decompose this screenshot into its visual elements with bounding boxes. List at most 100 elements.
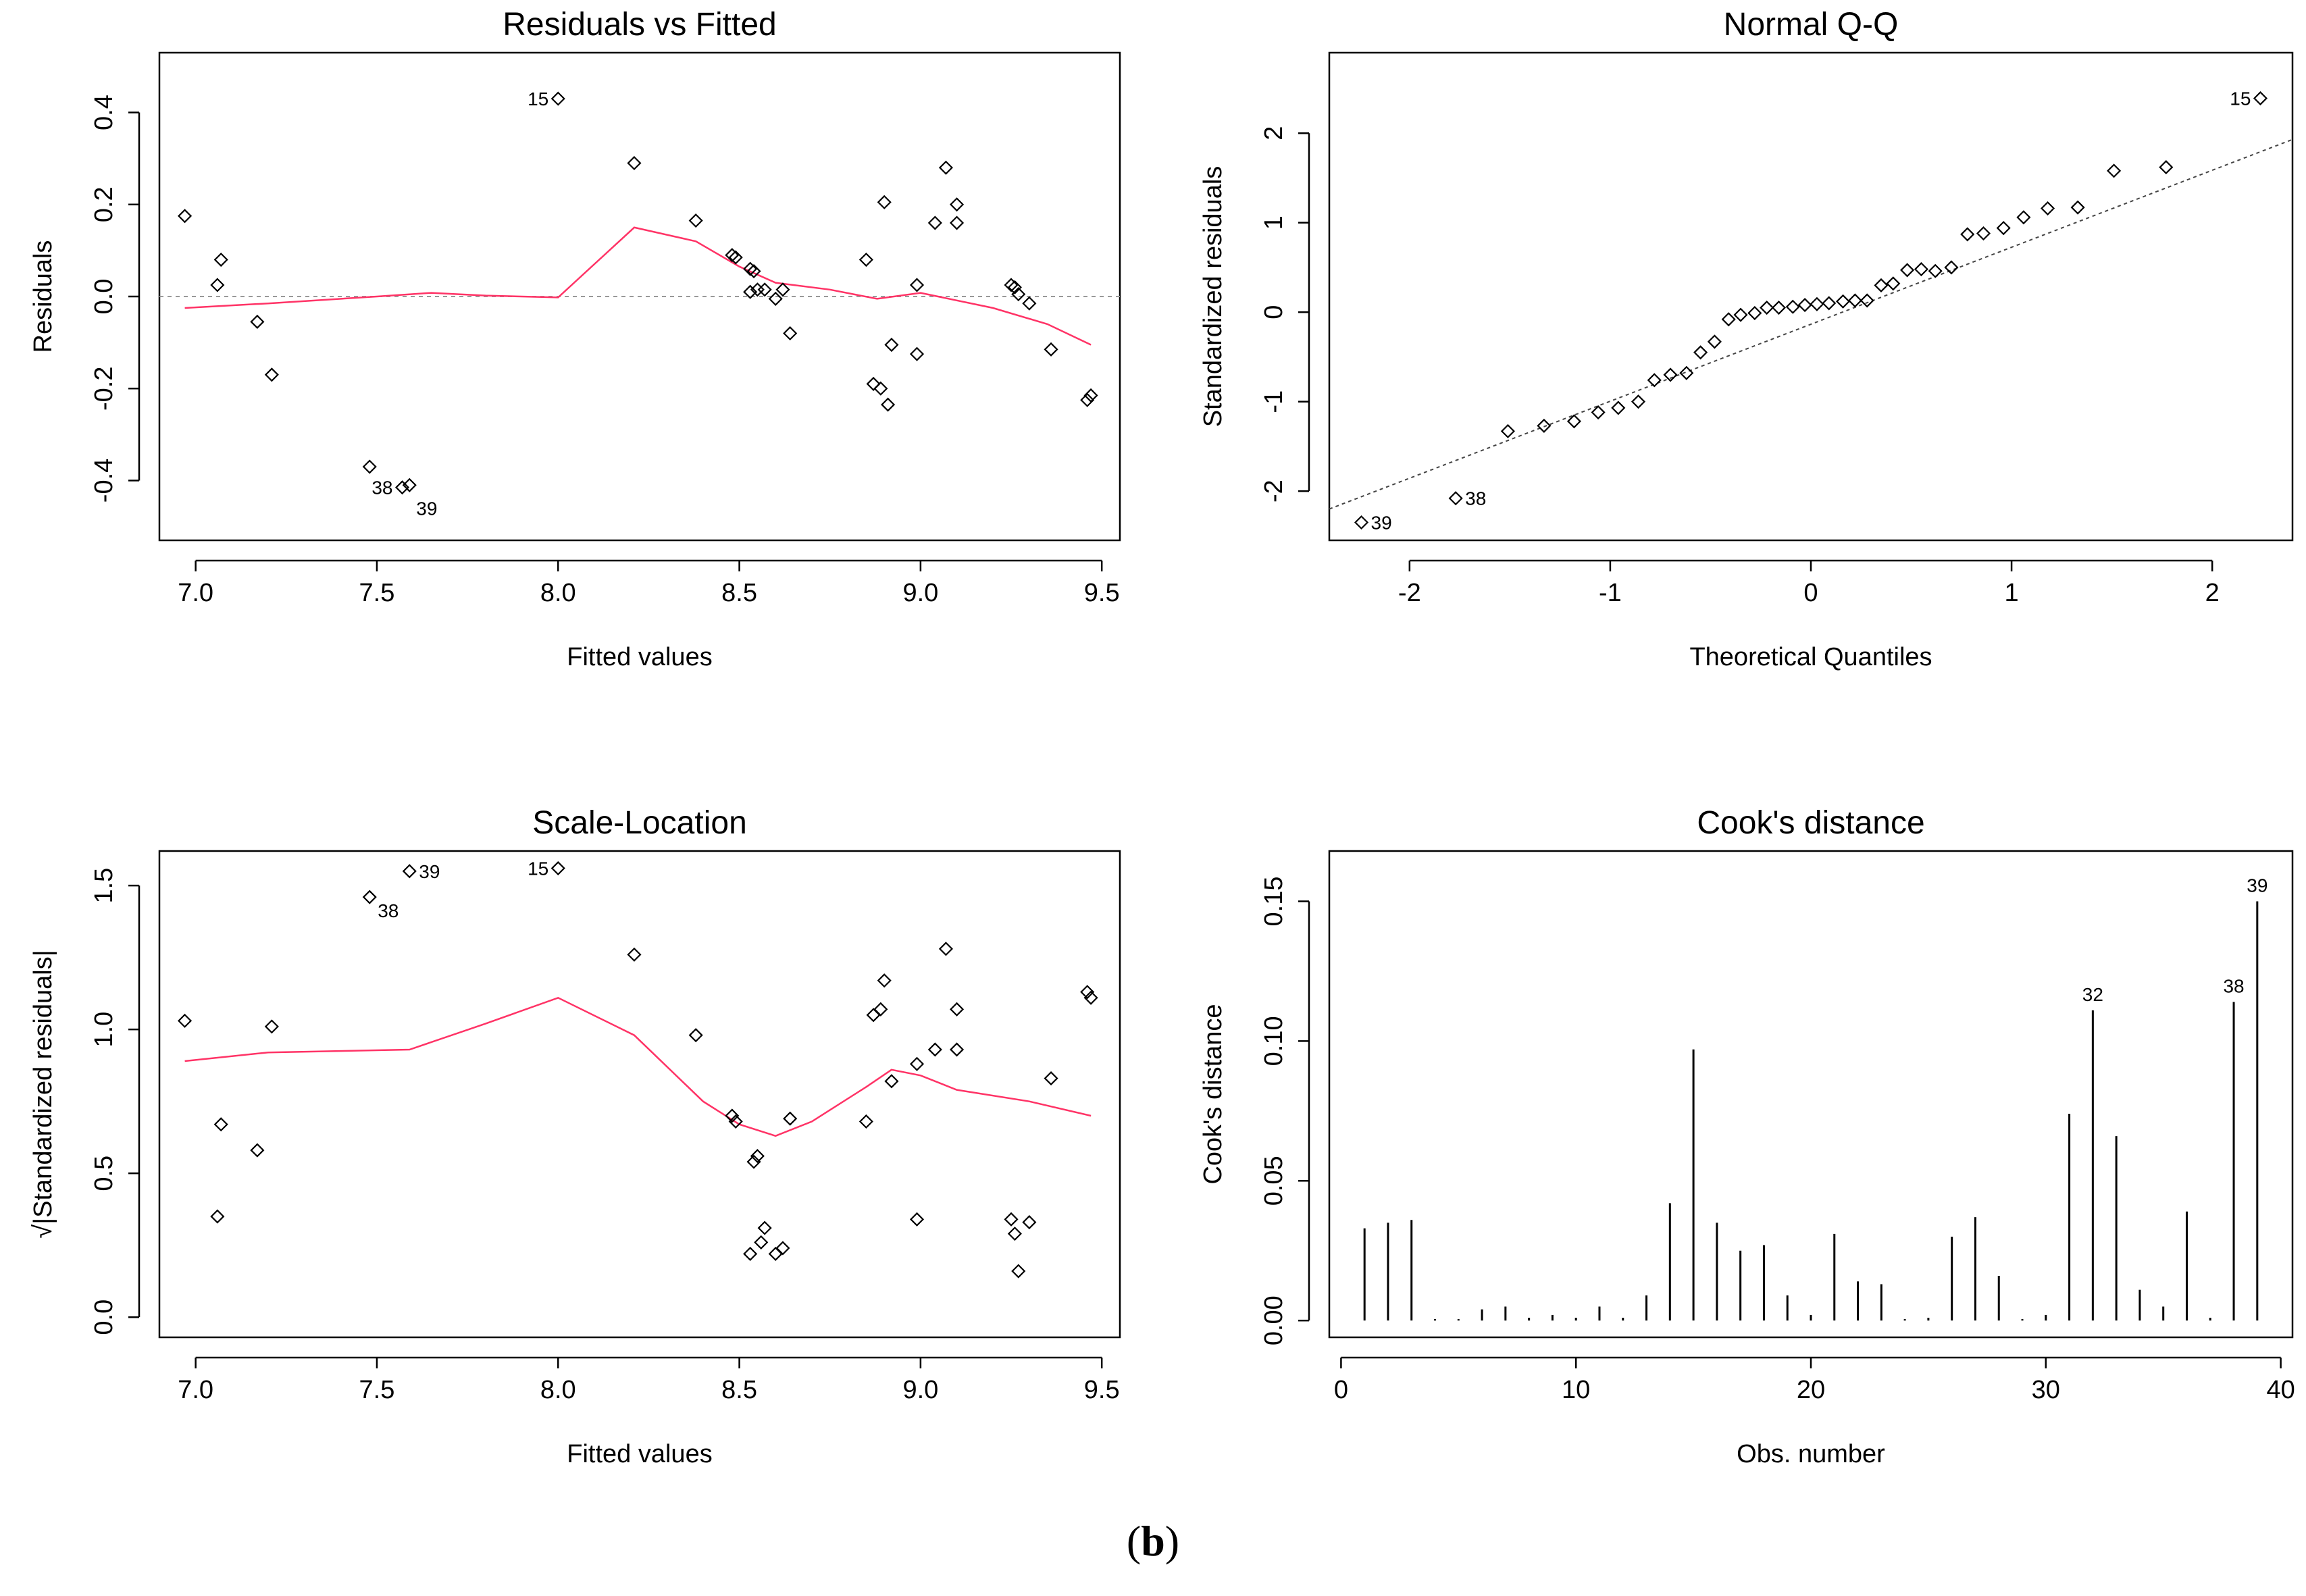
data-point <box>1693 345 1708 360</box>
point-label: 38 <box>2223 975 2244 996</box>
data-point <box>754 1235 769 1250</box>
data-point <box>783 1111 798 1126</box>
data-point <box>909 1056 925 1071</box>
data-point <box>1760 301 1774 315</box>
data-point <box>2107 163 2122 178</box>
data-point <box>746 263 761 279</box>
x-tick-label: 8.0 <box>540 1376 576 1404</box>
y-axis-label: √|Standardized residuals| <box>29 950 57 1238</box>
x-tick-label: 2 <box>2205 579 2220 607</box>
y-axis-label: Residuals <box>29 240 57 353</box>
data-point <box>866 376 881 391</box>
x-tick-label: 7.0 <box>178 579 213 607</box>
data-point <box>1083 990 1098 1005</box>
x-tick-label: 9.5 <box>1084 579 1120 607</box>
data-point <box>1631 394 1646 409</box>
data-point <box>1537 418 1552 433</box>
data-point <box>1448 491 1463 506</box>
normal-qq-panel: Normal Q-Q -2 -1 0 1 2 Theoretical Quantiles -2… <box>1199 7 2294 671</box>
data-point <box>757 282 772 297</box>
data-point <box>1960 227 1975 242</box>
figure-caption: (b) <box>0 1516 2306 1566</box>
data-point <box>394 480 410 495</box>
panel-title: Scale-Location <box>532 805 747 841</box>
caption-open-paren: ( <box>1126 1517 1142 1565</box>
data-point <box>627 155 642 171</box>
panel-title: Residuals vs Fitted <box>503 7 777 43</box>
data-point <box>402 478 417 492</box>
plot-frame <box>158 850 1121 1339</box>
point-label: 38 <box>378 900 399 921</box>
data-point <box>210 278 225 292</box>
data-point <box>949 1042 965 1057</box>
y-tick-label: 1.0 <box>90 1012 118 1048</box>
data-point <box>210 1209 225 1224</box>
x-tick-label: 8.5 <box>721 579 757 607</box>
y-tick-label: 0.10 <box>1260 1016 1288 1066</box>
point-label: 39 <box>416 498 437 519</box>
plot-frame <box>1328 51 2294 542</box>
data-point <box>743 284 758 299</box>
data-point <box>1860 293 1874 308</box>
point-label: 39 <box>419 861 440 882</box>
data-point <box>1914 262 1928 277</box>
data-point <box>362 459 377 474</box>
data-point <box>757 1220 772 1235</box>
x-tick-label: 40 <box>2266 1376 2295 1404</box>
data-point <box>938 942 953 956</box>
data-point <box>909 346 925 361</box>
data-point <box>1747 305 1762 321</box>
data-point <box>1928 263 1943 278</box>
data-point <box>768 1246 783 1262</box>
data-point <box>1771 301 1787 315</box>
data-point <box>1004 278 1019 292</box>
data-point <box>949 1002 965 1016</box>
point-label: 15 <box>528 858 548 879</box>
data-point <box>725 1108 740 1123</box>
y-axis-label: Cook's distance <box>1199 1004 1227 1184</box>
y-tick-label: 0.4 <box>90 95 118 130</box>
y-tick-label: 0.5 <box>90 1156 118 1191</box>
data-point <box>927 215 942 230</box>
x-tick-label: 8.0 <box>540 579 576 607</box>
data-point <box>1900 263 1915 278</box>
x-tick-label: 9.5 <box>1084 1376 1120 1404</box>
data-point <box>1822 296 1837 311</box>
data-point <box>909 1212 925 1227</box>
data-point <box>728 1114 743 1129</box>
point-label: 39 <box>1371 513 1392 534</box>
point-label: 32 <box>2082 984 2103 1005</box>
panel-title: Normal Q-Q <box>1724 7 1899 43</box>
data-point <box>873 381 888 396</box>
caption-close-paren: ) <box>1164 1517 1180 1565</box>
data-point <box>178 209 193 224</box>
point-label: 39 <box>2247 875 2267 896</box>
x-axis-label: Fitted values <box>567 1440 712 1468</box>
data-point <box>2041 201 2055 216</box>
x-axis-label: Theoretical Quantiles <box>1689 643 1932 671</box>
data-point <box>949 215 965 230</box>
data-point <box>1886 276 1901 291</box>
data-point <box>213 252 228 267</box>
point-label: 38 <box>371 478 392 498</box>
data-point <box>1007 280 1022 294</box>
data-point <box>927 1042 942 1057</box>
data-point <box>909 278 925 292</box>
data-point <box>264 367 279 382</box>
data-point <box>775 282 790 297</box>
smoother-line <box>184 226 1092 346</box>
data-point <box>938 160 953 175</box>
data-point <box>250 314 265 330</box>
data-point <box>866 1008 881 1023</box>
data-point <box>877 973 892 988</box>
cooks-distance-panel: Cook's distance 0 10 20 30 40 Obs. number 0.00 0… <box>1199 805 2295 1468</box>
data-point <box>1011 1264 1026 1279</box>
y-tick-label: 0.15 <box>1260 876 1288 926</box>
data-point <box>1679 365 1694 380</box>
y-tick-label: 2 <box>1260 126 1288 140</box>
data-point <box>881 397 896 412</box>
x-tick-label: 30 <box>2032 1376 2060 1404</box>
data-point <box>725 248 740 263</box>
y-tick-label: 0.0 <box>90 279 118 315</box>
